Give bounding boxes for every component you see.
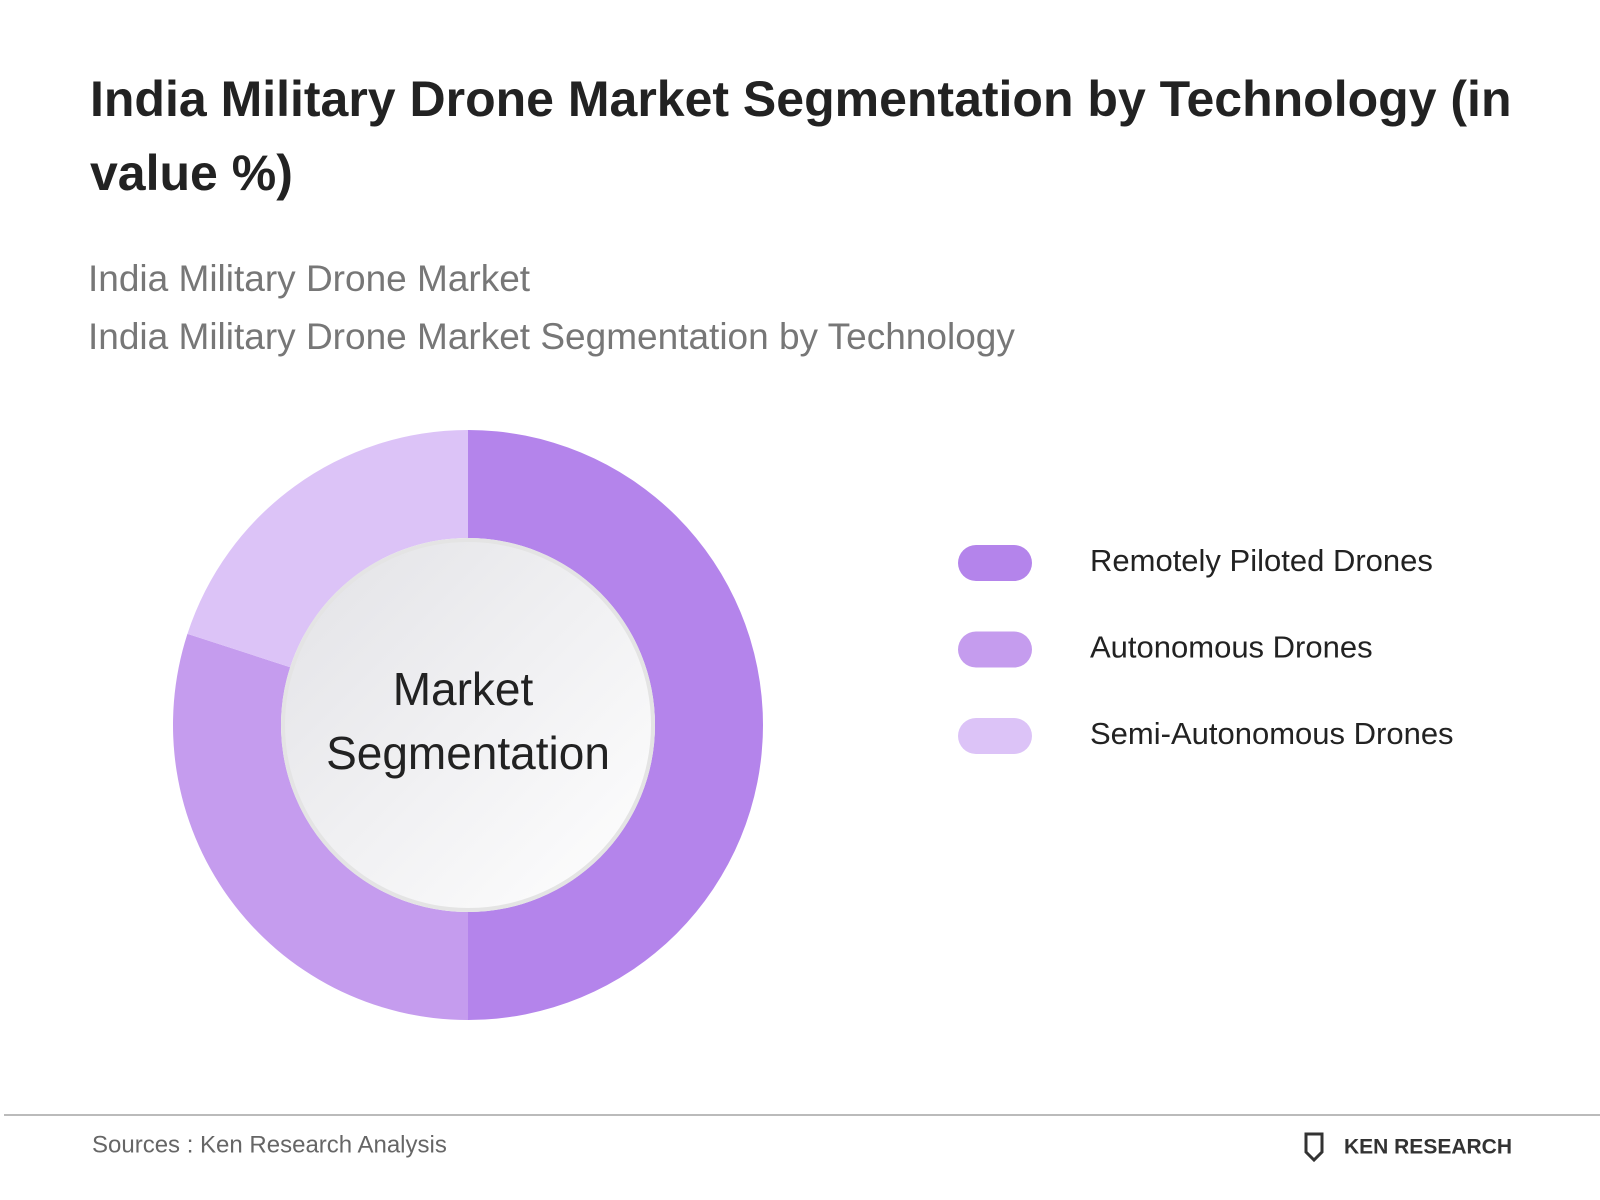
legend-swatch <box>958 545 1032 581</box>
donut-slice <box>468 430 763 1020</box>
legend-label: Autonomous Drones <box>1090 630 1373 665</box>
logo-mark <box>1304 1132 1324 1163</box>
subtitle: India Military Drone Market <box>88 258 531 299</box>
chart-title: India Military Drone Market Segmentation… <box>90 71 1512 201</box>
center-label: Segmentation <box>326 727 610 779</box>
legend-swatch <box>958 631 1032 668</box>
legend-label: Remotely Piloted Drones <box>1090 543 1433 578</box>
logo: KEN RESEARCH <box>1344 1136 1512 1159</box>
source: Sources : Ken Research Analysis <box>92 1131 447 1158</box>
donut-slice <box>172 633 468 1020</box>
legend-swatch <box>958 718 1032 754</box>
subtitle: India Military Drone Market Segmentation… <box>88 316 1015 357</box>
legend-label: Semi-Autonomous Drones <box>1090 716 1454 751</box>
center-label: Market <box>393 663 534 715</box>
center-disc <box>281 538 655 912</box>
donut-slice <box>187 430 468 668</box>
